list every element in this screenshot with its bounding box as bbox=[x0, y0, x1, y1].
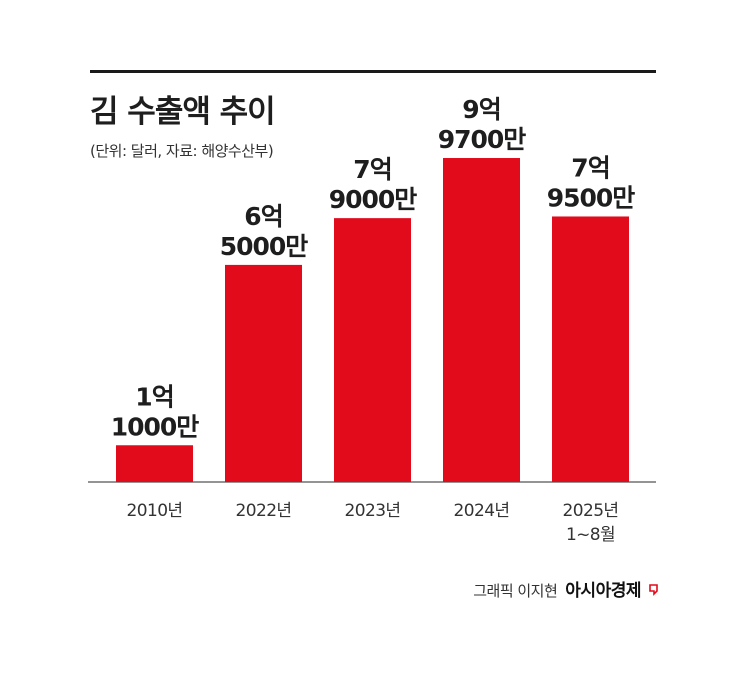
data-label-4: 7억 9500만 bbox=[547, 153, 636, 212]
top-rule bbox=[90, 70, 656, 73]
bar-3 bbox=[443, 158, 520, 482]
brand-mark-icon bbox=[649, 584, 658, 596]
category-label-0: 2010년 bbox=[127, 501, 183, 521]
credit-author: 그래픽 이지현 bbox=[473, 582, 558, 600]
bar-1 bbox=[225, 264, 302, 482]
data-label-0: 1억 1000만 bbox=[111, 382, 200, 441]
data-label-3: 9억 9700만 bbox=[438, 95, 527, 154]
category-label-3: 2024년 bbox=[454, 501, 510, 521]
category-label-4: 2025년 1~8월 bbox=[563, 501, 619, 545]
credit-line: 그래픽 이지현 아시아경제 bbox=[473, 576, 659, 601]
bar-4 bbox=[552, 216, 629, 482]
chart-subtitle: (단위: 달러, 자료: 해양수산부) bbox=[90, 142, 274, 160]
data-label-2: 7억 9000만 bbox=[329, 155, 418, 214]
category-label-1: 2022년 bbox=[236, 501, 292, 521]
chart-title: 김 수출액 추이 bbox=[90, 94, 276, 130]
data-label-1: 6억 5000만 bbox=[220, 202, 309, 261]
credit-brand: 아시아경제 bbox=[565, 581, 641, 601]
bar-0 bbox=[116, 445, 193, 482]
bar-2 bbox=[334, 218, 411, 482]
category-label-2: 2023년 bbox=[345, 501, 401, 521]
